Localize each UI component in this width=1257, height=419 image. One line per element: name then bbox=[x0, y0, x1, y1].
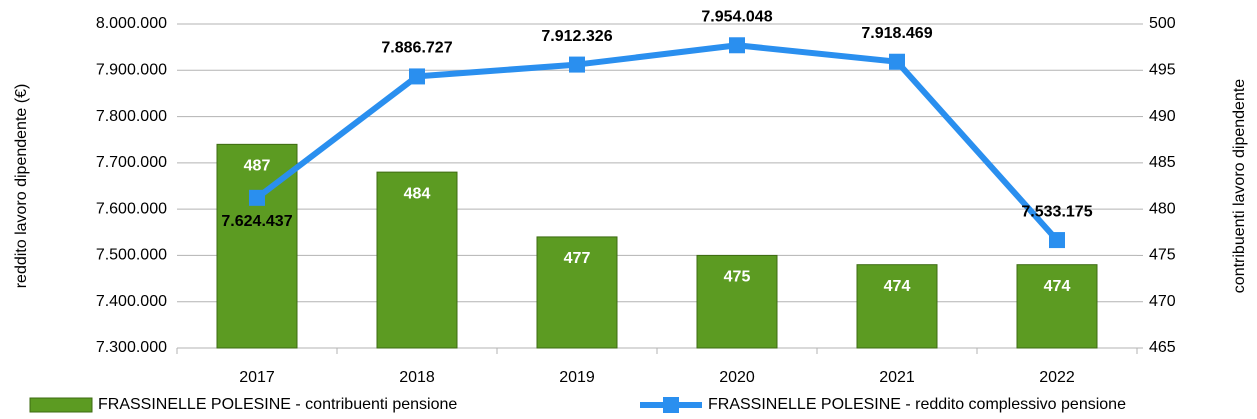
y-tick-label: 7.600.000 bbox=[96, 200, 167, 217]
bar-value-label: 487 bbox=[244, 158, 271, 175]
x-tick-label: 2019 bbox=[559, 369, 595, 386]
y2-axis-title: contribuenti lavoro dipendente bbox=[1231, 79, 1248, 293]
line-marker bbox=[569, 56, 585, 73]
bar bbox=[696, 254, 778, 349]
line bbox=[255, 42, 1060, 243]
bar-value-label: 477 bbox=[564, 250, 591, 267]
y2-tick-label: 465 bbox=[1149, 339, 1176, 356]
y2-tick-label: 490 bbox=[1149, 108, 1176, 125]
y2-tick-label: 495 bbox=[1149, 62, 1176, 79]
legend-label: FRASSINELLE POLESINE - contribuenti pens… bbox=[98, 396, 457, 413]
y2-tick-label: 475 bbox=[1149, 247, 1176, 264]
legend-label: FRASSINELLE POLESINE - reddito complessi… bbox=[708, 396, 1126, 413]
x-tick-label: 2021 bbox=[879, 369, 915, 386]
line-marker bbox=[889, 53, 905, 70]
bar bbox=[1016, 264, 1098, 349]
bar bbox=[856, 264, 938, 349]
y-tick-label: 7.400.000 bbox=[96, 293, 167, 310]
line-value-label: 7.912.326 bbox=[541, 28, 612, 45]
line-marker bbox=[409, 68, 425, 85]
bar bbox=[376, 171, 458, 349]
y-tick-label: 7.300.000 bbox=[96, 339, 167, 356]
line-value-label: 7.918.469 bbox=[861, 25, 932, 42]
y2-tick-label: 470 bbox=[1149, 293, 1176, 310]
y-axis-title: reddito lavoro dipendente (€) bbox=[13, 84, 30, 289]
legend-swatch bbox=[29, 397, 93, 413]
legend-swatch bbox=[663, 397, 679, 413]
bar bbox=[536, 236, 618, 349]
x-tick-label: 2017 bbox=[239, 369, 275, 386]
y-tick-label: 7.900.000 bbox=[96, 62, 167, 79]
y-tick-label: 8.000.000 bbox=[96, 15, 167, 32]
line-marker bbox=[1049, 232, 1065, 249]
y2-tick-label: 480 bbox=[1149, 200, 1176, 217]
line-value-label: 7.533.175 bbox=[1021, 203, 1092, 220]
line-value-label: 7.624.437 bbox=[221, 213, 292, 230]
y-tick-label: 7.800.000 bbox=[96, 108, 167, 125]
y-tick-label: 7.500.000 bbox=[96, 247, 167, 264]
line-value-label: 7.886.727 bbox=[381, 40, 452, 57]
bar-value-label: 484 bbox=[404, 185, 431, 202]
y2-tick-label: 500 bbox=[1149, 15, 1176, 32]
bar-value-label: 474 bbox=[884, 278, 911, 295]
y2-tick-label: 485 bbox=[1149, 154, 1176, 171]
line-marker bbox=[249, 189, 265, 206]
bar-value-label: 475 bbox=[724, 269, 751, 286]
x-tick-label: 2018 bbox=[399, 369, 435, 386]
x-tick-label: 2022 bbox=[1039, 369, 1075, 386]
bar-value-label: 474 bbox=[1044, 278, 1071, 295]
line-value-label: 7.954.048 bbox=[701, 8, 772, 25]
y-tick-label: 7.700.000 bbox=[96, 154, 167, 171]
line-marker bbox=[729, 37, 745, 54]
x-tick-label: 2020 bbox=[719, 369, 755, 386]
